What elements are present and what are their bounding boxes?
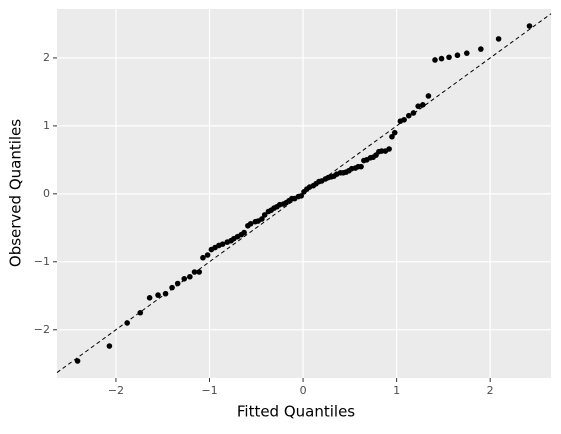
point [463,50,470,56]
point [410,110,417,116]
point [415,103,421,109]
point [219,241,226,247]
point [425,93,432,99]
point [446,54,452,61]
point [405,112,412,119]
x-tick-label: −2 [108,384,124,397]
point [191,269,198,275]
y-tick-label: −2 [34,323,50,336]
point [298,193,304,199]
point [146,295,153,301]
x-tick-label: 1 [393,384,400,397]
point [169,284,175,291]
point [196,269,203,275]
x-axis-title: Fitted Quantiles [237,403,355,421]
point [174,280,181,287]
point [74,358,81,364]
point [200,254,206,261]
point [181,275,188,282]
point [401,116,407,123]
x-tick-label: 0 [300,384,307,397]
point [454,52,461,59]
point [358,163,364,170]
point [438,55,445,62]
x-tick-label: −1 [201,384,217,397]
point [187,273,193,280]
point [495,36,502,42]
point [526,23,533,29]
point [137,309,144,316]
y-tick-label: 0 [43,187,50,200]
y-tick-label: 1 [43,119,50,132]
point [124,320,130,326]
point [420,102,426,108]
point [261,212,268,218]
point [106,343,113,349]
point [389,133,395,140]
point [259,216,265,222]
point [155,292,161,298]
y-tick-label: 2 [43,51,50,64]
point [478,46,484,52]
point [386,146,392,152]
point [204,252,211,258]
point [247,220,254,227]
y-axis-title: Observed Quantiles [7,119,25,267]
point [241,229,247,236]
point [391,129,398,136]
y-tick-label: −1 [34,255,50,268]
point [432,57,438,63]
point [162,290,169,297]
x-tick-label: 2 [487,384,494,397]
